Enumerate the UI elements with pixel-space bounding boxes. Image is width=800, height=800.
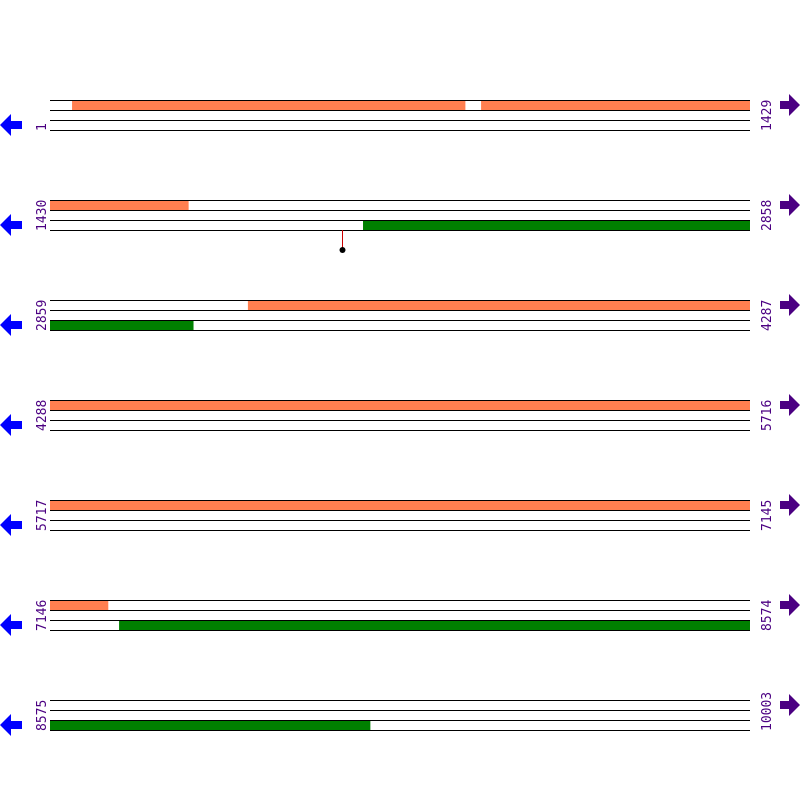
arrow-right-icon — [780, 594, 800, 616]
row-start-label: 4288 — [35, 400, 50, 431]
row-end-label: 10003 — [760, 692, 775, 731]
reverse-feature-bar — [363, 220, 750, 230]
sequence-row: 7146 8574 — [0, 594, 800, 636]
reverse-feature-bar — [50, 320, 194, 330]
arrow-left-icon — [0, 614, 22, 636]
sequence-row: 5717 7145 — [0, 494, 800, 536]
sequence-row: 1 1429 — [0, 94, 800, 136]
forward-feature-bar — [72, 100, 466, 110]
arrow-right-icon — [780, 94, 800, 116]
reverse-feature-bar — [119, 620, 751, 630]
forward-feature-bar — [481, 100, 750, 110]
row-end-label: 2858 — [760, 200, 775, 231]
arrow-left-icon — [0, 714, 22, 736]
row-end-label: 5716 — [760, 400, 775, 431]
row-end-label: 4287 — [760, 300, 775, 331]
arrow-right-icon — [780, 294, 800, 316]
arrow-right-icon — [780, 694, 800, 716]
row-start-label: 2859 — [35, 300, 50, 331]
row-start-label: 7146 — [35, 600, 50, 631]
forward-feature-bar — [50, 600, 109, 610]
row-end-label: 8574 — [760, 600, 775, 631]
sequence-row: 4288 5716 — [0, 394, 800, 436]
arrow-left-icon — [0, 514, 22, 536]
sequence-row: 2859 4287 — [0, 294, 800, 336]
marker-dot — [339, 247, 346, 253]
arrow-right-icon — [780, 494, 800, 516]
arrow-right-icon — [780, 194, 800, 216]
arrow-left-icon — [0, 314, 22, 336]
arrow-right-icon — [780, 394, 800, 416]
arrow-left-icon — [0, 214, 22, 236]
reverse-feature-bar — [50, 720, 371, 730]
forward-feature-bar — [50, 200, 189, 210]
row-start-label: 8575 — [35, 700, 50, 731]
sequence-row: 8575 10003 — [0, 692, 800, 736]
row-start-label: 1430 — [35, 200, 50, 231]
forward-feature-bar — [50, 500, 750, 510]
sequence-row: 1430 2858 — [0, 194, 800, 253]
forward-feature-bar — [50, 400, 750, 410]
row-start-label: 1 — [35, 123, 50, 131]
row-end-label: 1429 — [760, 100, 775, 131]
row-start-label: 5717 — [35, 500, 50, 531]
forward-feature-bar — [247, 300, 750, 310]
row-end-label: 7145 — [760, 500, 775, 531]
arrow-left-icon — [0, 414, 22, 436]
arrow-left-icon — [0, 114, 22, 136]
